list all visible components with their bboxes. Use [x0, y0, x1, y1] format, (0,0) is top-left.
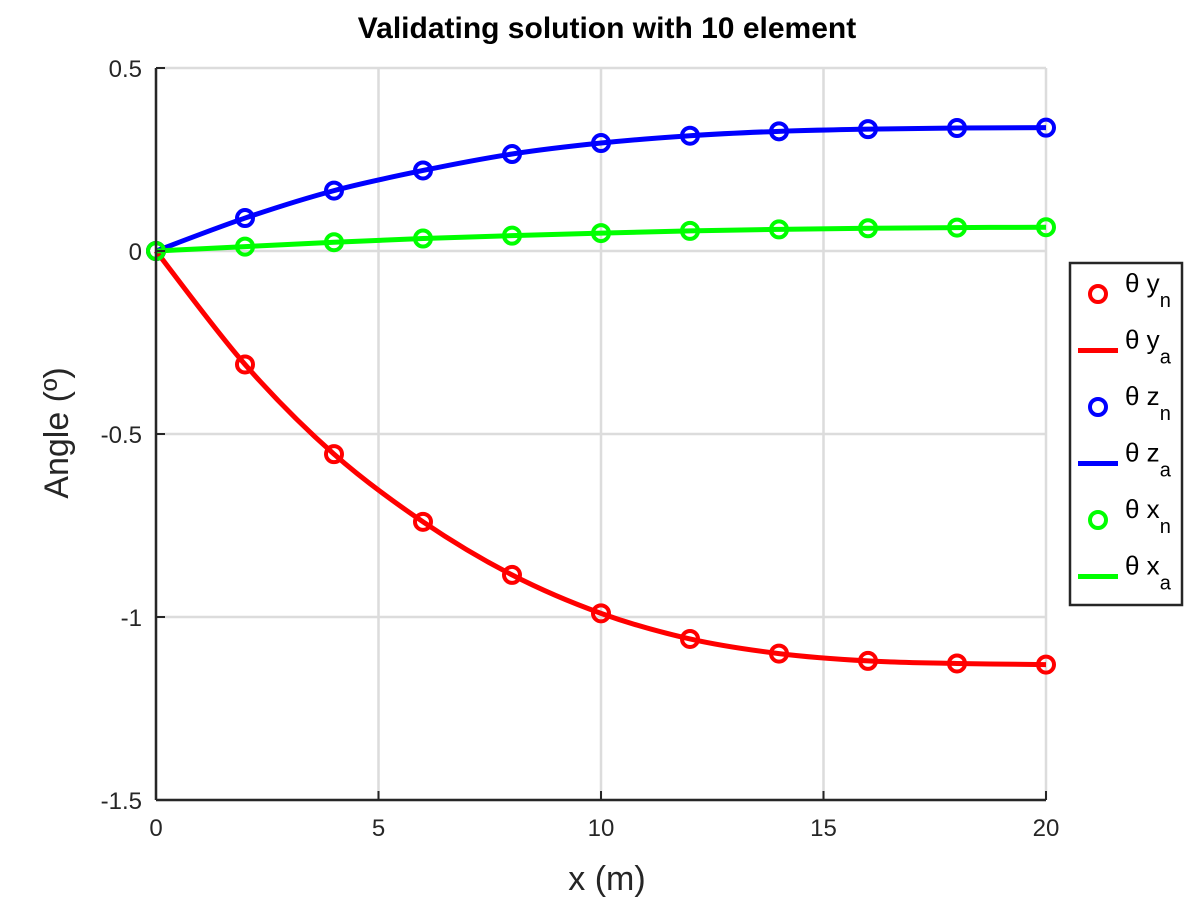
y-tick-label: -1.5 — [101, 788, 142, 815]
data-point — [235, 208, 255, 229]
data-point — [324, 180, 344, 201]
data-point — [591, 133, 611, 154]
data-point — [413, 228, 433, 249]
x-tick-label: 20 — [1033, 815, 1060, 842]
plot-area — [146, 117, 1056, 675]
series-line-1 — [154, 249, 1047, 668]
y-tick-label: -1 — [121, 605, 142, 632]
legend-box — [1068, 261, 1184, 607]
x-tick-label: 10 — [588, 815, 615, 842]
grid — [154, 66, 1048, 802]
data-point — [502, 144, 522, 165]
data-point — [591, 603, 611, 624]
data-point — [858, 218, 878, 239]
series-line-3 — [155, 125, 1047, 254]
data-point — [413, 511, 433, 532]
data-point — [502, 564, 522, 585]
data-point — [324, 232, 344, 253]
y-tick-label: -0.5 — [101, 422, 142, 449]
legend-marker — [1088, 510, 1108, 530]
data-point — [235, 354, 255, 375]
data-point — [324, 444, 344, 465]
legend: θ ynθ yaθ znθ zaθ xnθ xa — [1068, 261, 1184, 607]
data-point — [947, 653, 967, 674]
axes: 0 5 10 15 20 -1.5 -1 -0.5 0 0.5 — [101, 56, 1060, 842]
legend-subscript: n — [1160, 290, 1171, 312]
data-point — [858, 650, 878, 671]
data-point — [502, 225, 522, 246]
y-tick-label: 0 — [129, 239, 142, 266]
y-tick-label: 0.5 — [109, 56, 142, 83]
data-point — [858, 119, 878, 140]
data-point — [1036, 654, 1056, 675]
legend-subscript: a — [1160, 573, 1172, 595]
data-point — [235, 236, 255, 257]
data-point — [947, 217, 967, 238]
data-point — [1036, 217, 1056, 238]
x-tick-label: 5 — [372, 815, 385, 842]
data-point — [769, 121, 789, 142]
data-point — [413, 160, 433, 181]
data-point — [680, 628, 700, 649]
x-tick-label: 0 — [149, 815, 162, 842]
data-point — [1036, 117, 1056, 138]
legend-marker — [1088, 397, 1108, 417]
data-point — [769, 219, 789, 240]
data-point — [947, 118, 967, 139]
x-tick-label: 15 — [810, 815, 837, 842]
legend-subscript: a — [1160, 460, 1172, 482]
series-line-5 — [155, 224, 1047, 254]
legend-subscript: n — [1160, 516, 1171, 538]
legend-subscript: n — [1160, 403, 1171, 425]
data-point — [680, 125, 700, 146]
legend-subscript: a — [1160, 347, 1172, 369]
data-point — [591, 223, 611, 244]
data-point — [769, 643, 789, 664]
y-axis-label: Angle (º) — [38, 367, 76, 498]
x-axis-label: x (m) — [568, 860, 645, 898]
legend-marker — [1088, 284, 1108, 304]
chart-title: Validating solution with 10 element — [358, 12, 856, 45]
data-point — [680, 220, 700, 241]
